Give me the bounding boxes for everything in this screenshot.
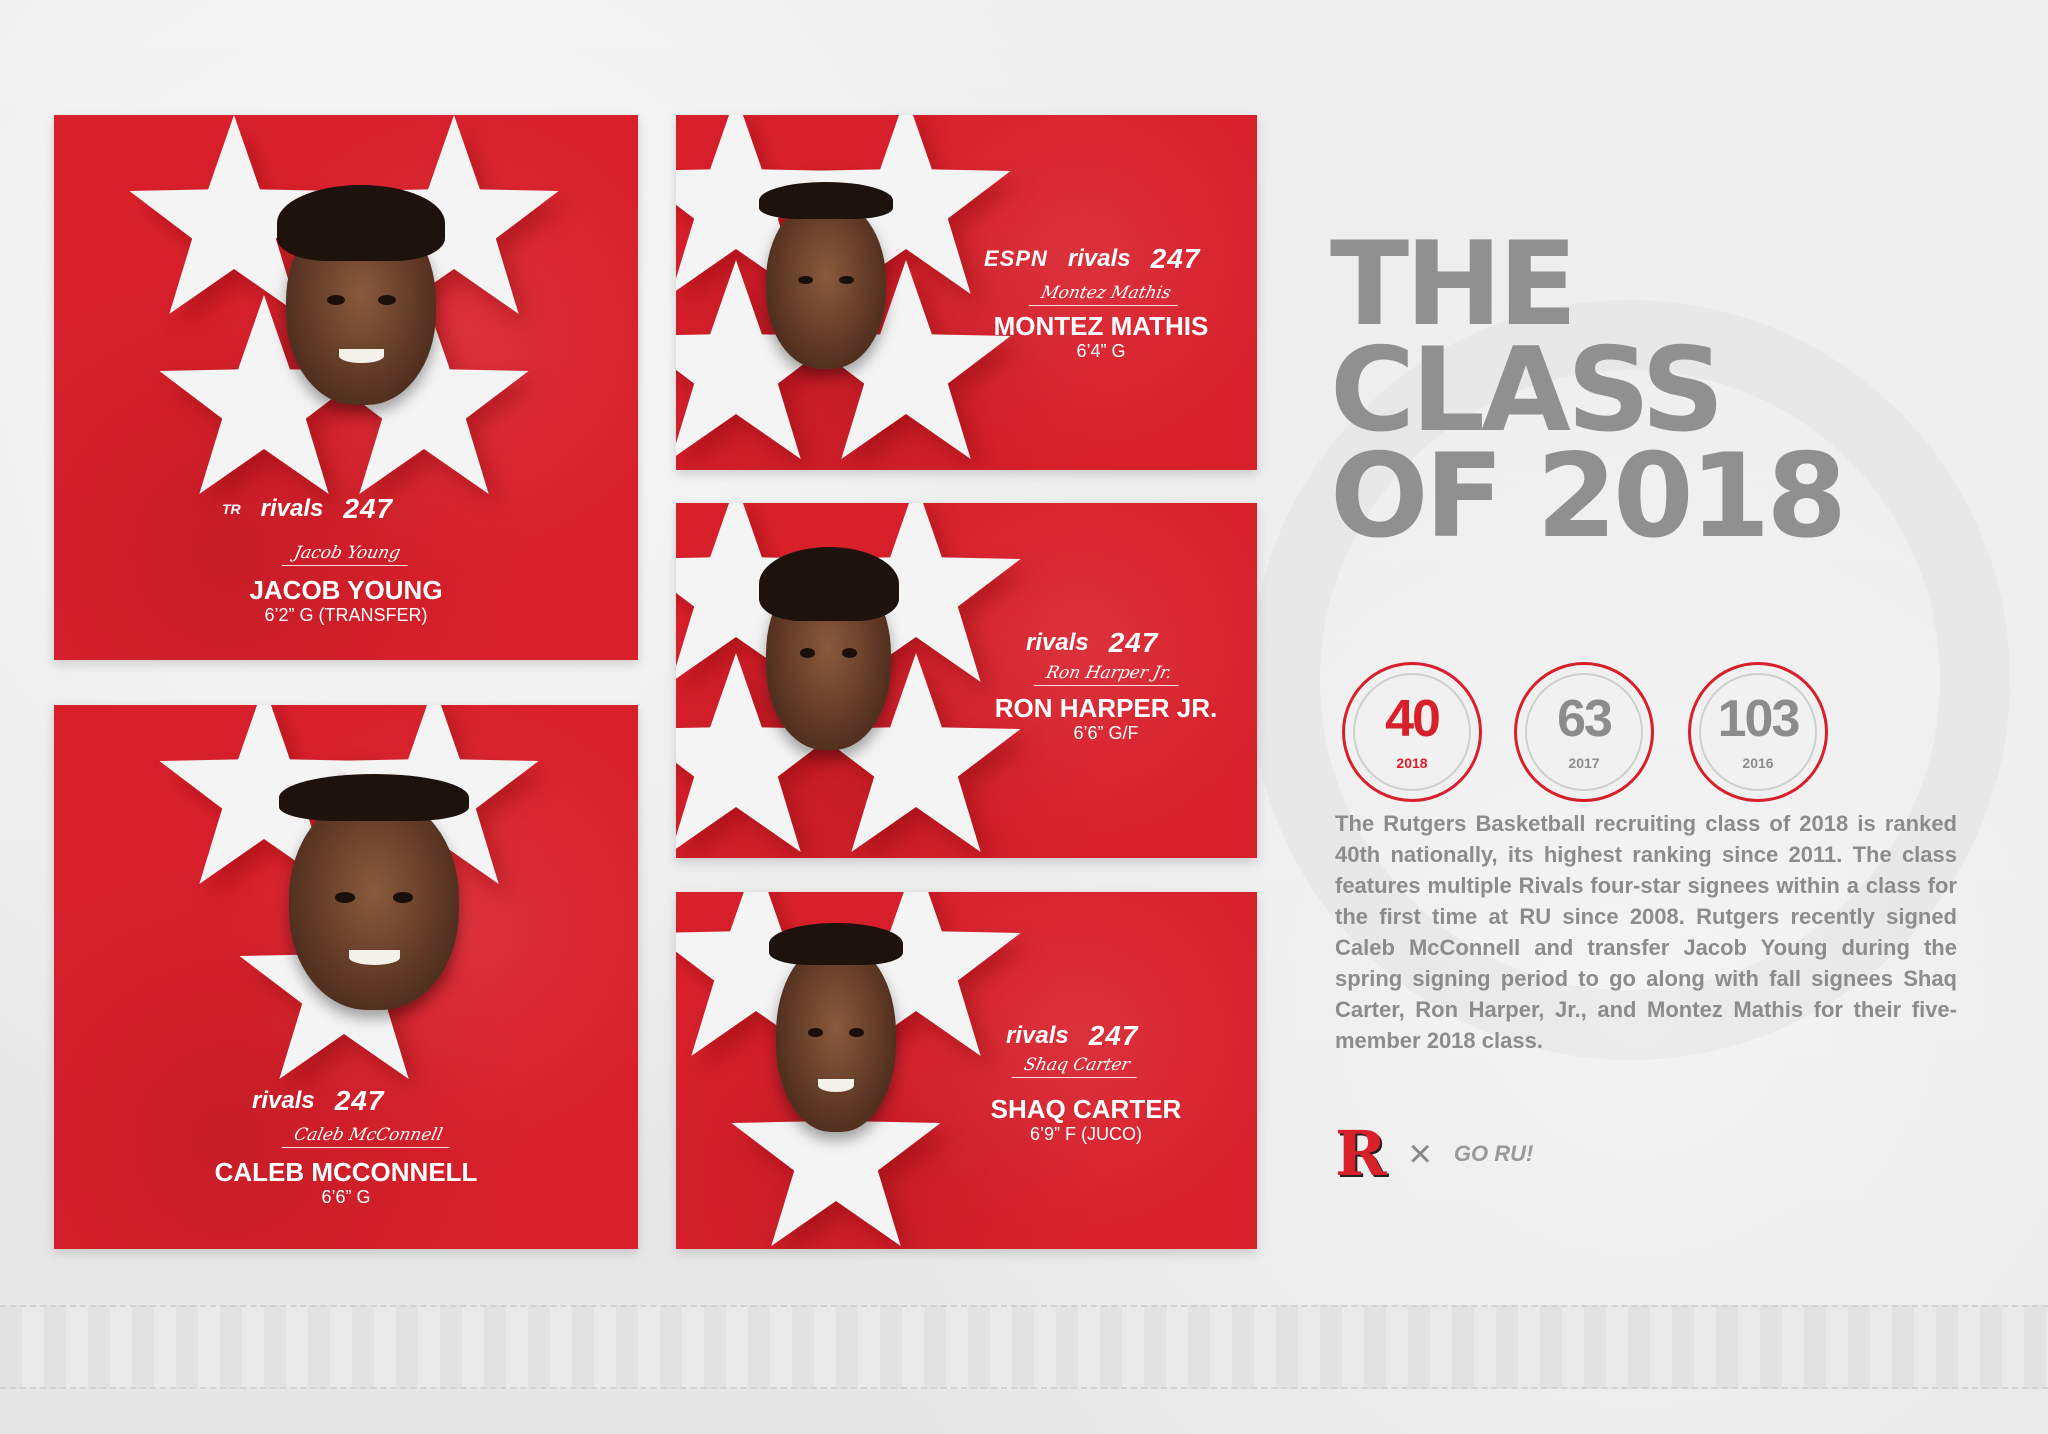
player-card-jacob-young: TR rivals 247 Jacob Young JACOB YOUNG 6’… bbox=[54, 115, 638, 660]
player-height-position: 6’9” F (JUCO) bbox=[1030, 1124, 1142, 1144]
class-description: The Rutgers Basketball recruiting class … bbox=[1335, 811, 1957, 1053]
player-height-position: 6’6” G bbox=[321, 1187, 371, 1207]
player-name: JACOB YOUNG bbox=[249, 575, 443, 605]
247-logo: 247 bbox=[334, 1085, 385, 1116]
player-photo bbox=[758, 182, 894, 369]
texas-logo: TR bbox=[222, 501, 241, 517]
player-signature: Ron Harper Jr. bbox=[1033, 663, 1184, 686]
player-card-ron-harper-jr: rivals 247 Ron Harper Jr. RON HARPER JR.… bbox=[676, 503, 1257, 858]
rutgers-r-logo: R bbox=[1335, 1117, 1387, 1190]
player-name: MONTEZ MATHIS bbox=[993, 311, 1209, 341]
player-signature: Jacob Young bbox=[281, 543, 413, 566]
247-logo: 247 bbox=[1150, 243, 1201, 274]
rivals-logo: rivals bbox=[1026, 629, 1089, 656]
player-height-position: 6’6” G/F bbox=[1073, 723, 1139, 743]
bottom-texture-band bbox=[0, 1305, 2048, 1389]
player-photo bbox=[758, 546, 899, 750]
rank-year: 2017 bbox=[1568, 755, 1600, 771]
recruiting-logos: rivals 247 bbox=[252, 1085, 384, 1117]
page-title: THE CLASS OF 2018 bbox=[1330, 217, 2030, 564]
player-photo bbox=[768, 923, 904, 1132]
recruiting-logos: rivals 247 bbox=[1026, 627, 1158, 659]
rivals-logo: rivals bbox=[252, 1087, 315, 1114]
player-signature: Montez Mathis bbox=[1028, 283, 1183, 306]
player-card-shaq-carter: rivals 247 Shaq Carter SHAQ CARTER 6’9” … bbox=[676, 892, 1257, 1249]
ranking-badge-2016: 103 2016 bbox=[1688, 662, 1828, 802]
rank-number: 40 bbox=[1385, 690, 1441, 748]
player-name: CALEB MCCONNELL bbox=[214, 1157, 478, 1187]
ranking-badge-2017: 63 2017 bbox=[1514, 662, 1654, 802]
title-line-2: CLASS bbox=[1330, 323, 1725, 458]
title-line-1: THE bbox=[1330, 217, 1577, 352]
partner-logos: R × GO RU! bbox=[1335, 1117, 1534, 1190]
espn-logo: ESPN bbox=[984, 246, 1048, 271]
player-card-caleb-mcconnell: rivals 247 Caleb McConnell CALEB MCCONNE… bbox=[54, 705, 638, 1249]
player-card-montez-mathis: ESPN rivals 247 Montez Mathis MONTEZ MAT… bbox=[676, 115, 1257, 470]
recruiting-logos: rivals 247 bbox=[1006, 1020, 1138, 1052]
rank-year: 2016 bbox=[1742, 755, 1774, 771]
rivals-logo: rivals bbox=[1006, 1022, 1069, 1049]
rank-number: 103 bbox=[1717, 690, 1801, 748]
rank-number: 63 bbox=[1557, 690, 1613, 748]
player-photo bbox=[278, 773, 470, 1010]
player-name: SHAQ CARTER bbox=[990, 1094, 1182, 1124]
player-name: RON HARPER JR. bbox=[994, 693, 1218, 723]
recruiting-logos: TR rivals 247 bbox=[222, 493, 393, 525]
247-logo: 247 bbox=[343, 493, 394, 524]
separator-icon: × bbox=[1408, 1131, 1432, 1176]
player-signature: Shaq Carter bbox=[1011, 1055, 1142, 1078]
player-signature: Caleb McConnell bbox=[281, 1125, 455, 1148]
title-line-3: OF 2018 bbox=[1330, 429, 1847, 564]
rivals-logo: rivals bbox=[260, 495, 324, 522]
goru-logo: GO RU! bbox=[1453, 1141, 1534, 1166]
player-photo bbox=[277, 185, 445, 405]
player-height-position: 6’4” G bbox=[1076, 341, 1126, 361]
ranking-badge-2018: 40 2018 bbox=[1342, 662, 1482, 802]
247-logo: 247 bbox=[1108, 627, 1159, 658]
247-logo: 247 bbox=[1088, 1020, 1139, 1051]
recruiting-logos: ESPN rivals 247 bbox=[984, 243, 1200, 275]
rivals-logo: rivals bbox=[1067, 245, 1131, 272]
rank-year: 2018 bbox=[1396, 755, 1428, 771]
player-height-position: 6’2” G (TRANSFER) bbox=[264, 605, 428, 625]
